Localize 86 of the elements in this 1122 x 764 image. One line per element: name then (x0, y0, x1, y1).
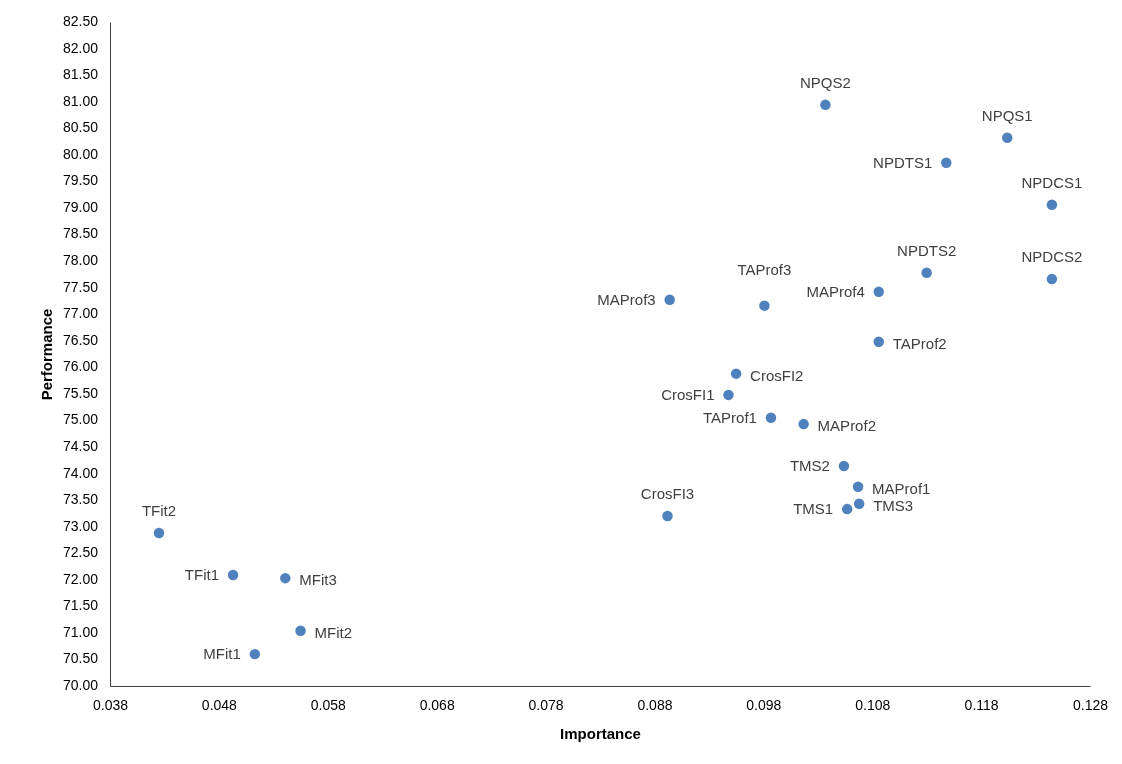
x-tick-label: 0.098 (746, 696, 782, 713)
y-tick-label: 77.00 (62, 305, 99, 322)
y-tick-label: 72.00 (62, 570, 99, 587)
point (853, 498, 865, 510)
y-tick-label: 76.00 (62, 358, 99, 375)
point (873, 286, 884, 298)
annotation: MAProf3 (597, 290, 656, 308)
point (295, 625, 306, 636)
point (662, 510, 673, 522)
y-tick-label: 73.50 (62, 491, 99, 508)
annotation: MFit3 (299, 571, 337, 589)
y-tick-label: 82.50 (62, 13, 99, 29)
x-tick-label: 0.058 (310, 696, 346, 713)
point (249, 648, 261, 660)
annotation: NPDCS2 (1021, 248, 1083, 266)
x-tick-label: 0.108 (855, 696, 891, 713)
annotation: CrosFI1 (661, 385, 715, 403)
x-tick-label: 0.078 (528, 696, 564, 713)
x-tick-label: 0.088 (637, 696, 673, 713)
annotation: NPQS2 (799, 73, 851, 91)
point (873, 336, 884, 348)
y-tick-label: 76.50 (62, 331, 99, 348)
y-tick-label: 77.50 (62, 278, 99, 295)
annotation: TMS3 (873, 496, 914, 514)
y-tick-label: 70.00 (62, 677, 99, 693)
annotation: TMS2 (789, 457, 830, 475)
x-axis-title: Importance (560, 724, 641, 742)
y-axis-title: Performance (37, 308, 55, 401)
annotation: TMS1 (793, 500, 834, 518)
y-tick-label: 73.00 (62, 517, 99, 534)
annotation: MFit2 (314, 623, 353, 641)
point (730, 368, 742, 379)
annotation: TAProf1 (703, 408, 757, 426)
point (723, 389, 734, 401)
y-tick-label: 75.50 (62, 384, 99, 401)
annotation: NPDTS2 (897, 241, 957, 259)
point (838, 460, 850, 472)
point (841, 503, 853, 515)
y-tick-label: 71.00 (62, 623, 99, 640)
x-tick-label: 0.048 (201, 696, 238, 713)
y-tick-label: 78.50 (62, 225, 99, 242)
y-tick-label: 81.50 (62, 66, 99, 83)
point (1046, 273, 1058, 285)
annotation: NPQS1 (981, 106, 1033, 124)
y-tick-label: 74.00 (62, 464, 99, 481)
point (1046, 199, 1058, 210)
annotation: CrosFI3 (640, 485, 695, 503)
y-tick-label: 75.00 (62, 411, 99, 428)
point (765, 412, 777, 423)
y-tick-label: 80.50 (62, 119, 99, 136)
y-tick-label: 74.50 (62, 437, 99, 454)
y-tick-label: 82.00 (62, 39, 99, 56)
annotation: NPDTS1 (873, 153, 933, 171)
annotation: MAProf4 (806, 282, 865, 300)
point (921, 267, 932, 278)
annotation: CrosFI2 (750, 366, 804, 384)
annotation: TFit1 (184, 565, 220, 583)
y-tick-label: 81.00 (62, 92, 99, 109)
point (798, 418, 809, 430)
point (852, 481, 864, 493)
point (227, 569, 239, 581)
annotation: TAProf3 (737, 260, 792, 278)
point (759, 300, 770, 311)
point (280, 572, 291, 584)
point (664, 294, 675, 306)
annotation: MAProf1 (872, 479, 931, 497)
annotation: MFit1 (203, 645, 241, 663)
y-tick-label: 79.50 (62, 172, 99, 189)
y-tick-label: 72.50 (62, 544, 99, 561)
point (153, 527, 165, 539)
x-tick-label: 0.128 (1072, 696, 1109, 713)
y-tick-label: 78.00 (62, 252, 99, 269)
annotation: TFit2 (141, 502, 177, 520)
annotation: TAProf2 (892, 334, 947, 352)
y-tick-label: 79.00 (62, 198, 99, 215)
annotation: MAProf2 (817, 417, 876, 435)
point (941, 157, 952, 168)
y-tick-label: 80.00 (62, 145, 99, 162)
y-tick-label: 71.50 (62, 597, 99, 614)
annotation: NPDCS1 (1021, 173, 1083, 191)
y-tick-label: 70.50 (62, 650, 99, 667)
x-tick-label: 0.118 (964, 696, 999, 713)
x-tick-label: 0.038 (92, 696, 129, 713)
point (820, 99, 831, 111)
x-tick-label: 0.068 (419, 696, 455, 713)
point (1002, 132, 1013, 144)
